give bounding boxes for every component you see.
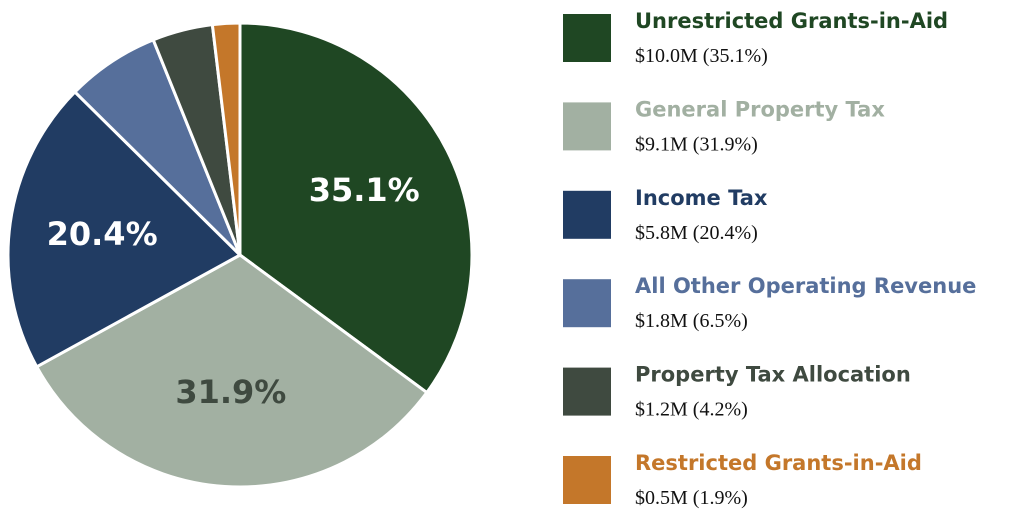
legend-label: Income Tax	[635, 186, 768, 210]
legend-detail: $0.5M (1.9%)	[635, 487, 748, 509]
pie-slice	[34, 253, 429, 489]
slice-label: 35.1%	[309, 171, 420, 209]
slice-label: 31.9%	[175, 373, 286, 411]
legend-swatch	[563, 456, 611, 504]
legend-swatch	[563, 367, 611, 416]
legend-swatch	[563, 14, 611, 62]
legend-detail: $1.2M (4.2%)	[635, 399, 748, 421]
legend-swatch	[563, 102, 611, 151]
legend-detail: $10.0M (35.1%)	[635, 45, 768, 67]
legend-label: Property Tax Allocation	[635, 363, 911, 387]
legend-swatch	[563, 279, 611, 328]
legend-label: All Other Operating Revenue	[635, 274, 976, 298]
legend-detail: $1.8M (6.5%)	[635, 310, 748, 332]
legend-label: General Property Tax	[635, 97, 885, 121]
legend-detail: $5.8M (20.4%)	[635, 222, 758, 244]
legend-swatch	[563, 190, 611, 239]
legend-detail: $9.1M (31.9%)	[635, 133, 758, 155]
pie-slice	[6, 89, 243, 369]
pie-slice	[210, 21, 242, 256]
legend-label: Unrestricted Grants-in-Aid	[635, 9, 948, 33]
pie-slice	[238, 21, 474, 395]
slice-label: 20.4%	[47, 215, 158, 253]
legend-label: Restricted Grants-in-Aid	[635, 451, 922, 475]
